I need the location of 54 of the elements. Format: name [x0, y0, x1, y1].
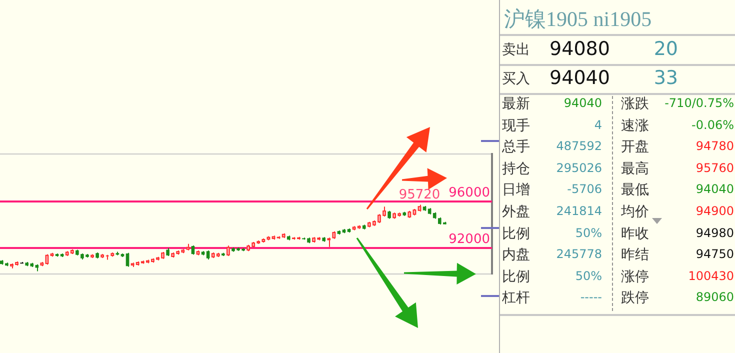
- text: 最新: [502, 95, 530, 113]
- text: 涨跌: [621, 95, 649, 113]
- text: 内盘: [502, 246, 530, 264]
- text: 487592: [556, 139, 602, 154]
- text: 涨停: [621, 268, 649, 286]
- text: 33: [654, 67, 678, 89]
- candlestick: [45, 254, 49, 266]
- ref-line-label: 92000: [448, 232, 490, 247]
- text: 94040: [696, 182, 734, 196]
- candlestick: [327, 237, 331, 248]
- text: 50%: [575, 226, 602, 240]
- text: 95760: [696, 160, 734, 175]
- text: 比例: [502, 224, 530, 243]
- text: 94040: [550, 67, 610, 89]
- text: 4: [594, 118, 602, 132]
- candlestick: [191, 244, 195, 256]
- text: 295026: [556, 160, 602, 175]
- text: 均价: [621, 203, 649, 221]
- text: 241814: [556, 204, 602, 218]
- text: 94780: [696, 139, 734, 154]
- text: -5706: [567, 182, 602, 196]
- text: -----: [580, 290, 602, 304]
- text: -0.06%: [692, 118, 734, 132]
- text: 89060: [696, 290, 734, 304]
- text: 外盘: [502, 203, 530, 221]
- text: 94900: [696, 204, 734, 218]
- text: 94040: [564, 96, 602, 110]
- annotation: 95720: [398, 188, 440, 203]
- text: 持仓: [502, 160, 530, 178]
- text: 94980: [696, 226, 734, 240]
- text: 跌停: [621, 289, 649, 308]
- candlestick: [226, 245, 230, 257]
- text: 速涨: [621, 116, 649, 135]
- text: 沪镍1905 ni1905: [504, 6, 652, 33]
- text: 20: [654, 38, 678, 60]
- text: 总手: [502, 138, 530, 156]
- text: 245778: [556, 247, 602, 262]
- text: 开盘: [621, 138, 649, 156]
- text: 杠杆: [502, 289, 530, 308]
- text: 昨结: [621, 246, 649, 264]
- text: 50%: [575, 268, 602, 283]
- text: 最低: [621, 181, 649, 200]
- text: 比例: [502, 268, 530, 286]
- text: 最高: [621, 160, 649, 178]
- text: -710/0.75%: [664, 96, 734, 110]
- ref-line-label: 96000: [448, 185, 490, 200]
- text: 日增: [502, 181, 530, 200]
- text: 94750: [696, 247, 734, 262]
- text: 买入: [502, 70, 530, 88]
- text: 昨收: [621, 224, 649, 243]
- text: 卖出: [502, 41, 530, 59]
- text: 100430: [688, 268, 734, 283]
- text: 94080: [550, 38, 610, 60]
- text: 现手: [502, 116, 530, 135]
